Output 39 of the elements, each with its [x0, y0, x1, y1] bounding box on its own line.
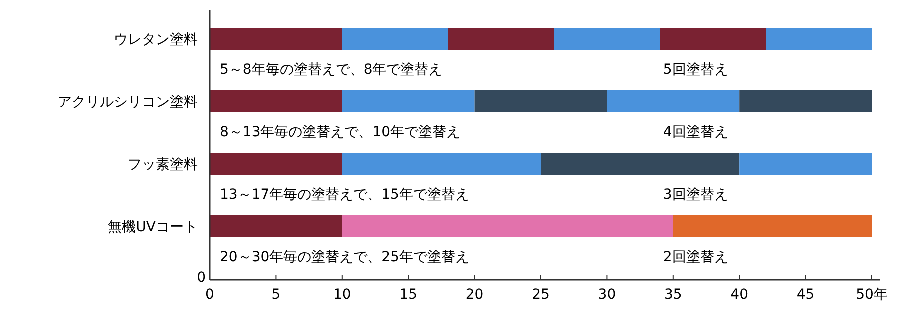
- annotation: 8～13年毎の塗替えで、10年で塗替え: [220, 124, 461, 140]
- bar: [210, 28, 342, 50]
- x-tick-label: 45: [796, 287, 815, 303]
- bar: [342, 216, 674, 238]
- bar: [210, 216, 342, 238]
- annotation: 5～8年毎の塗替えで、8年で塗替え: [220, 62, 443, 78]
- x-tick-label: 5: [272, 287, 281, 303]
- annotation: 2回塗替え: [663, 250, 728, 266]
- annotation: 4回塗替え: [663, 124, 728, 140]
- annotation: 5回塗替え: [663, 62, 728, 78]
- bar: [210, 90, 342, 112]
- bar: [474, 90, 608, 112]
- bar: [554, 28, 660, 50]
- bar: [210, 153, 342, 175]
- bar: [342, 28, 448, 50]
- annotation: 13～17年毎の塗替えで、15年で塗替え: [220, 187, 470, 203]
- x-tick-label: 25: [532, 287, 550, 303]
- bar: [607, 90, 740, 112]
- bar: [766, 28, 872, 50]
- bar: [740, 153, 872, 175]
- text: 0: [197, 270, 206, 286]
- x-tick-label: 40: [730, 287, 749, 303]
- x-tick-label: 10: [333, 287, 352, 303]
- y-tick-label: アクリルシリコン塗料: [58, 94, 198, 110]
- annotation: 20～30年毎の塗替えで、25年で塗替え: [220, 250, 470, 266]
- x-tick-label: 35: [664, 287, 682, 303]
- y-tick-label: フッ素塗料: [128, 156, 198, 173]
- x-tick-label: 50年: [856, 287, 888, 303]
- bar: [541, 153, 740, 175]
- x-tick-label: 20: [466, 287, 484, 303]
- x-tick-label: 0: [206, 287, 214, 303]
- x-tick-label: 15: [400, 287, 418, 303]
- y-tick-label: 無機UVコート: [108, 219, 198, 236]
- bar: [342, 153, 541, 175]
- bar: [342, 90, 475, 112]
- annotation: 3回塗替え: [663, 187, 728, 203]
- y-tick-label: ウレタン塗料: [114, 32, 198, 48]
- x-tick-label: 30: [598, 287, 616, 303]
- bar: [673, 216, 872, 238]
